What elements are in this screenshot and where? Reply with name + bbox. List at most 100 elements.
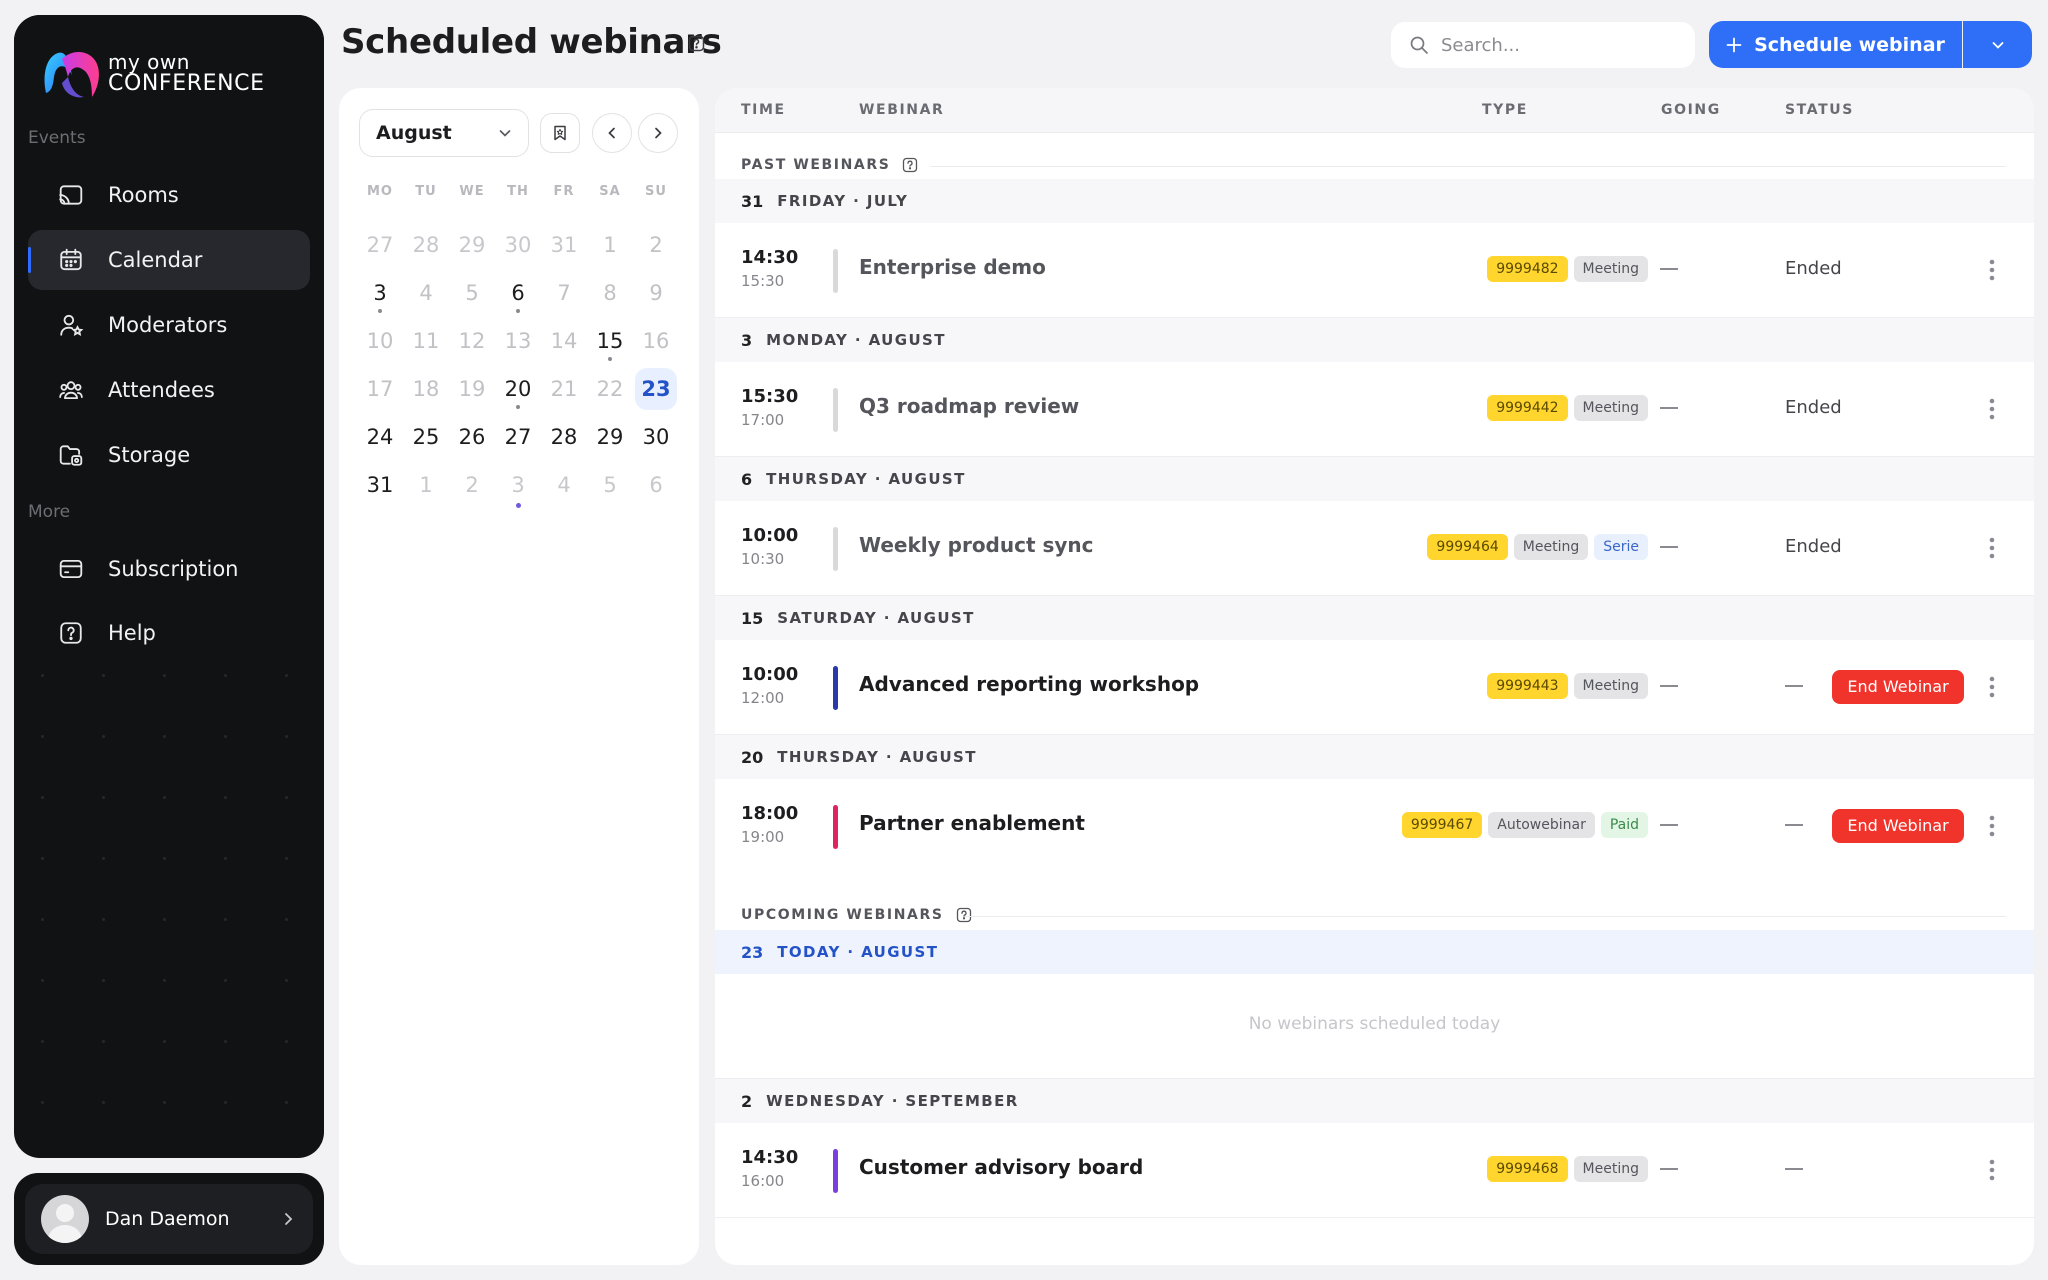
- more-vertical-icon[interactable]: [1987, 811, 1997, 841]
- sidebar-item-help[interactable]: Help: [28, 603, 310, 663]
- event-dot: [516, 309, 520, 313]
- calendar-day[interactable]: 4: [419, 281, 433, 305]
- calendar-day[interactable]: 19: [458, 377, 486, 401]
- calendar-day[interactable]: 4: [557, 473, 571, 497]
- table-row[interactable]: 14:30 16:00 Customer advisory board 9999…: [715, 1123, 2034, 1218]
- calendar-day[interactable]: 25: [412, 425, 440, 449]
- search-icon: [1410, 36, 1428, 54]
- calendar-day[interactable]: 28: [412, 233, 440, 257]
- event-name[interactable]: Weekly product sync: [859, 533, 1094, 557]
- calendar-day[interactable]: 7: [557, 281, 571, 305]
- month-select[interactable]: August: [359, 109, 529, 157]
- calendar-day[interactable]: 16: [642, 329, 670, 353]
- sidebar-item-calendar[interactable]: Calendar: [28, 230, 310, 290]
- schedule-webinar-button[interactable]: Schedule webinar: [1709, 21, 1962, 68]
- calendar-day[interactable]: 31: [550, 233, 578, 257]
- calendar-day[interactable]: 9: [649, 281, 663, 305]
- sidebar-item-rooms[interactable]: Rooms: [28, 165, 310, 225]
- search-box[interactable]: [1391, 22, 1695, 68]
- calendar-day[interactable]: 5: [603, 473, 617, 497]
- weekday-label: SA: [599, 184, 621, 199]
- table-row[interactable]: 18:00 19:00 Partner enablement 9999467 A…: [715, 779, 2034, 874]
- event-name[interactable]: Enterprise demo: [859, 255, 1046, 279]
- calendar-day[interactable]: 30: [504, 233, 532, 257]
- more-vertical-icon[interactable]: [1987, 1155, 1997, 1185]
- search-input[interactable]: [1441, 34, 1661, 56]
- user-name: Dan Daemon: [105, 1208, 230, 1230]
- calendar-day[interactable]: 2: [465, 473, 479, 497]
- day-header: 31 FRIDAY · JULY: [715, 179, 2034, 223]
- calendar-day[interactable]: 27: [504, 425, 532, 449]
- calendar-day-cell[interactable]: 20: [498, 368, 538, 410]
- end-webinar-button[interactable]: End Webinar: [1832, 670, 1964, 704]
- sidebar-item-attendees[interactable]: Attendees: [28, 360, 310, 420]
- logo-line1: my own: [108, 50, 190, 74]
- calendar-day[interactable]: 29: [458, 233, 486, 257]
- help-icon[interactable]: [688, 35, 705, 52]
- calendar-day[interactable]: 30: [642, 425, 670, 449]
- table-row[interactable]: 10:00 10:30 Weekly product sync 9999464 …: [715, 501, 2034, 596]
- calendar-day[interactable]: 14: [550, 329, 578, 353]
- calendar-day[interactable]: 8: [603, 281, 617, 305]
- section-label: PAST WEBINARS: [741, 157, 891, 173]
- weekday-label: MO: [367, 184, 393, 199]
- help-icon[interactable]: [902, 157, 918, 173]
- more-vertical-icon[interactable]: [1987, 672, 1997, 702]
- type-badge: Meeting: [1573, 673, 1648, 699]
- schedule-options-dropdown[interactable]: [1963, 21, 2032, 68]
- calendar-day[interactable]: 10: [366, 329, 394, 353]
- sidebar-item-storage[interactable]: Storage: [28, 425, 310, 485]
- calendar-day-today[interactable]: 23: [635, 368, 677, 410]
- calendar-day[interactable]: 31: [366, 473, 394, 497]
- calendar-day[interactable]: 27: [366, 233, 394, 257]
- calendar-day[interactable]: 29: [596, 425, 624, 449]
- sidebar-item-subscription[interactable]: Subscription: [28, 539, 310, 599]
- table-row[interactable]: 15:30 17:00 Q3 roadmap review 9999442 Me…: [715, 362, 2034, 457]
- previous-month-button[interactable]: [592, 113, 632, 153]
- calendar-day[interactable]: 21: [550, 377, 578, 401]
- calendar-day[interactable]: 17: [366, 377, 394, 401]
- section-upcoming-webinars: UPCOMING WEBINARS: [741, 907, 972, 923]
- event-dot: [516, 405, 520, 409]
- table-row[interactable]: 14:30 15:30 Enterprise demo 9999482 Meet…: [715, 223, 2034, 318]
- calendar-day-cell[interactable]: 15: [590, 320, 630, 362]
- event-name[interactable]: Advanced reporting workshop: [859, 672, 1200, 696]
- calendar-day[interactable]: 1: [419, 473, 433, 497]
- next-month-button[interactable]: [638, 113, 678, 153]
- more-vertical-icon[interactable]: [1987, 533, 1997, 563]
- help-icon[interactable]: [956, 907, 972, 923]
- calendar-day[interactable]: 6: [649, 473, 663, 497]
- calendar-day[interactable]: 5: [465, 281, 479, 305]
- calendar-day[interactable]: 24: [366, 425, 394, 449]
- section-label: UPCOMING WEBINARS: [741, 907, 944, 923]
- calendar-day[interactable]: 22: [596, 377, 624, 401]
- users-icon: [59, 381, 83, 400]
- calendar-day-cell[interactable]: 3: [360, 272, 400, 314]
- calendar-day-cell[interactable]: 3: [498, 464, 538, 508]
- event-name[interactable]: Customer advisory board: [859, 1155, 1144, 1179]
- sidebar-item-moderators[interactable]: Moderators: [28, 295, 310, 355]
- day-label: FRIDAY · JULY: [777, 192, 909, 210]
- calendar-day[interactable]: 26: [458, 425, 486, 449]
- bookmark-button[interactable]: [540, 113, 580, 153]
- event-name[interactable]: Partner enablement: [859, 811, 1085, 835]
- table-row[interactable]: 10:00 12:00 Advanced reporting workshop …: [715, 640, 2034, 735]
- user-star-icon: [60, 314, 84, 336]
- calendar-day[interactable]: 2: [649, 233, 663, 257]
- calendar-day[interactable]: 12: [458, 329, 486, 353]
- more-vertical-icon[interactable]: [1987, 394, 1997, 424]
- section-label-events: Events: [28, 128, 86, 148]
- calendar-day[interactable]: 1: [603, 233, 617, 257]
- user-card[interactable]: Dan Daemon: [14, 1173, 324, 1265]
- calendar-day-cell[interactable]: 6: [498, 272, 538, 314]
- end-webinar-button[interactable]: End Webinar: [1832, 809, 1964, 843]
- calendar-day[interactable]: 13: [504, 329, 532, 353]
- calendar-day[interactable]: 28: [550, 425, 578, 449]
- logo[interactable]: my own CONFERENCE: [40, 45, 265, 101]
- more-vertical-icon[interactable]: [1987, 255, 1997, 285]
- room-id-badge: 9999468: [1487, 1156, 1568, 1182]
- day-header-today: 23 TODAY · AUGUST: [715, 930, 2034, 974]
- event-name[interactable]: Q3 roadmap review: [859, 394, 1080, 418]
- calendar-day[interactable]: 18: [412, 377, 440, 401]
- calendar-day[interactable]: 11: [412, 329, 440, 353]
